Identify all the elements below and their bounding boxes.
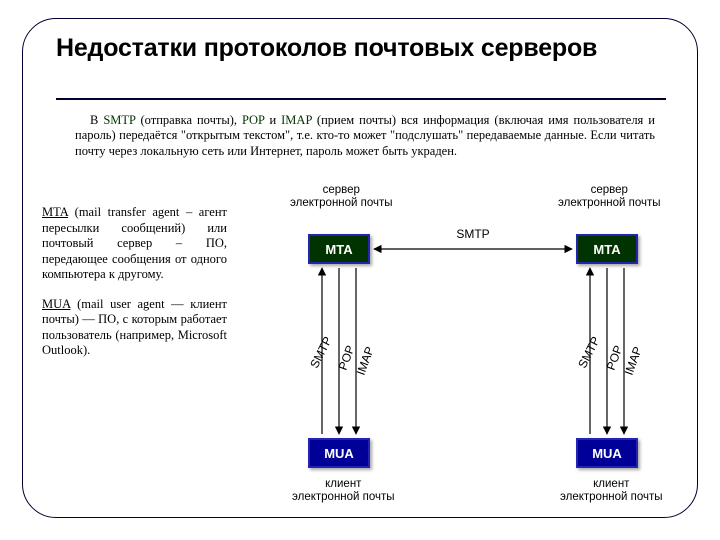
title-underline <box>56 98 666 100</box>
definition-mta: MTA (mail transfer agent – агент пересыл… <box>42 205 227 283</box>
mail-protocols-diagram: серверэлектронной почты серверэлектронно… <box>242 184 698 510</box>
label-right-smtp: SMTP <box>575 334 603 370</box>
slide-title: Недостатки протоколов почтовых серверов <box>56 34 666 64</box>
label-smtp-top: SMTP <box>456 227 489 241</box>
label-right-imap: IMAP <box>622 345 645 377</box>
definitions-column: MTA (mail transfer agent – агент пересыл… <box>42 205 227 359</box>
label-left-smtp: SMTP <box>307 334 335 370</box>
intro-paragraph: В SMTP (отправка почты), POP и IMAP (при… <box>75 113 655 159</box>
definition-mua: MUA (mail user agent — клиент почты) — П… <box>42 297 227 359</box>
edges-svg: SMTP SMTP POP IMAP SMTP POP IMAP <box>242 184 698 510</box>
label-left-imap: IMAP <box>354 345 377 377</box>
